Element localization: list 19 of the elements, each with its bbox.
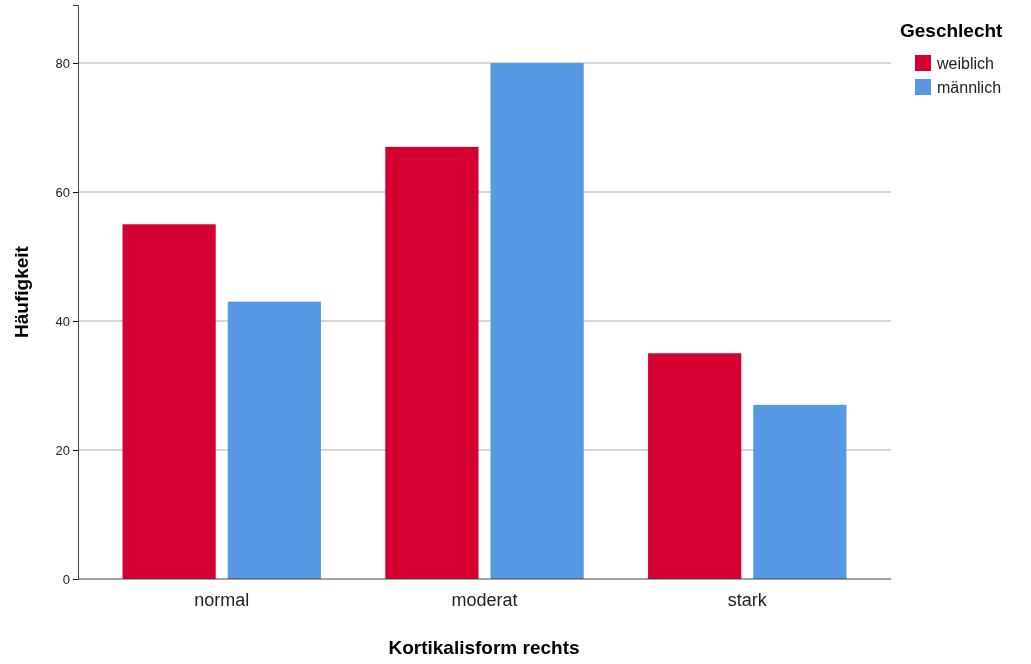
- y-tick-label: 80: [55, 55, 70, 71]
- legend-title: Geschlecht: [900, 20, 1004, 41]
- bar: [753, 404, 847, 579]
- x-tick-label: stark: [727, 589, 768, 610]
- x-axis-title: Kortikalisform rechts: [388, 637, 580, 658]
- bar: [385, 146, 479, 579]
- legend-label: weiblich: [936, 55, 994, 72]
- bar: [227, 301, 321, 579]
- y-tick-label: 60: [55, 184, 70, 200]
- y-tick-label: 20: [55, 442, 70, 458]
- bar: [490, 63, 584, 579]
- bar: [648, 353, 742, 579]
- legend-label: männlich: [937, 79, 1002, 96]
- y-axis-title: Häufigkeit: [11, 245, 32, 338]
- y-tick-label: 40: [55, 313, 70, 329]
- bar: [122, 224, 216, 579]
- x-tick-label: normal: [194, 589, 250, 610]
- y-tick-label: 0: [62, 571, 70, 587]
- x-tick-label: moderat: [451, 589, 518, 610]
